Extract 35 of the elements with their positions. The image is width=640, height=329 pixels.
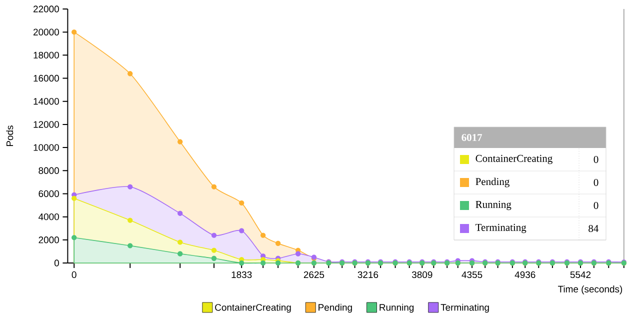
annotation: 84: [588, 224, 598, 232]
annotation: 6017: [462, 134, 482, 142]
y-tick-label: 6000: [38, 190, 59, 198]
text: Pending: [318, 304, 352, 313]
annotation: 0: [594, 156, 598, 164]
x-axis-title: Time (seconds): [558, 286, 622, 294]
y-tick-label: 4000: [38, 213, 59, 220]
text: Terminating: [440, 304, 489, 313]
y-tick-label: 22000: [33, 6, 59, 12]
x-tick-label: 2625: [304, 271, 324, 278]
annotation: 0: [594, 178, 598, 186]
legend-label: Terminating: [476, 224, 526, 234]
y-tick-label: 12000: [34, 121, 59, 128]
y-axis-title: Pods: [6, 126, 14, 146]
text: Running: [380, 304, 414, 313]
y-tick-label: 10000: [34, 144, 59, 151]
y-tick-label: 20000: [33, 28, 59, 36]
x-tick-label: 5542: [570, 271, 591, 278]
x-tick-label: 0: [72, 271, 76, 278]
y-tick-label: 14000: [34, 98, 59, 105]
annotation: 0: [594, 202, 598, 210]
y-tick-label: 0: [54, 260, 59, 266]
text: ContainerCreating: [215, 304, 291, 313]
y-tick-label: 16000: [34, 74, 59, 82]
legend-label: Running: [476, 200, 512, 210]
y-tick-label: 18000: [34, 52, 59, 59]
y-tick-label: 2000: [38, 236, 59, 244]
x-tick-label: 4355: [462, 271, 482, 278]
x-tick-label: 3216: [358, 271, 378, 278]
x-tick-label: 1833: [232, 271, 252, 278]
x-tick-label: 3809: [412, 271, 432, 278]
y-tick-label: 8000: [38, 167, 59, 174]
legend-label: ContainerCreating: [476, 154, 552, 164]
x-tick-label: 4936: [514, 271, 536, 278]
legend-label: Pending: [476, 178, 510, 188]
